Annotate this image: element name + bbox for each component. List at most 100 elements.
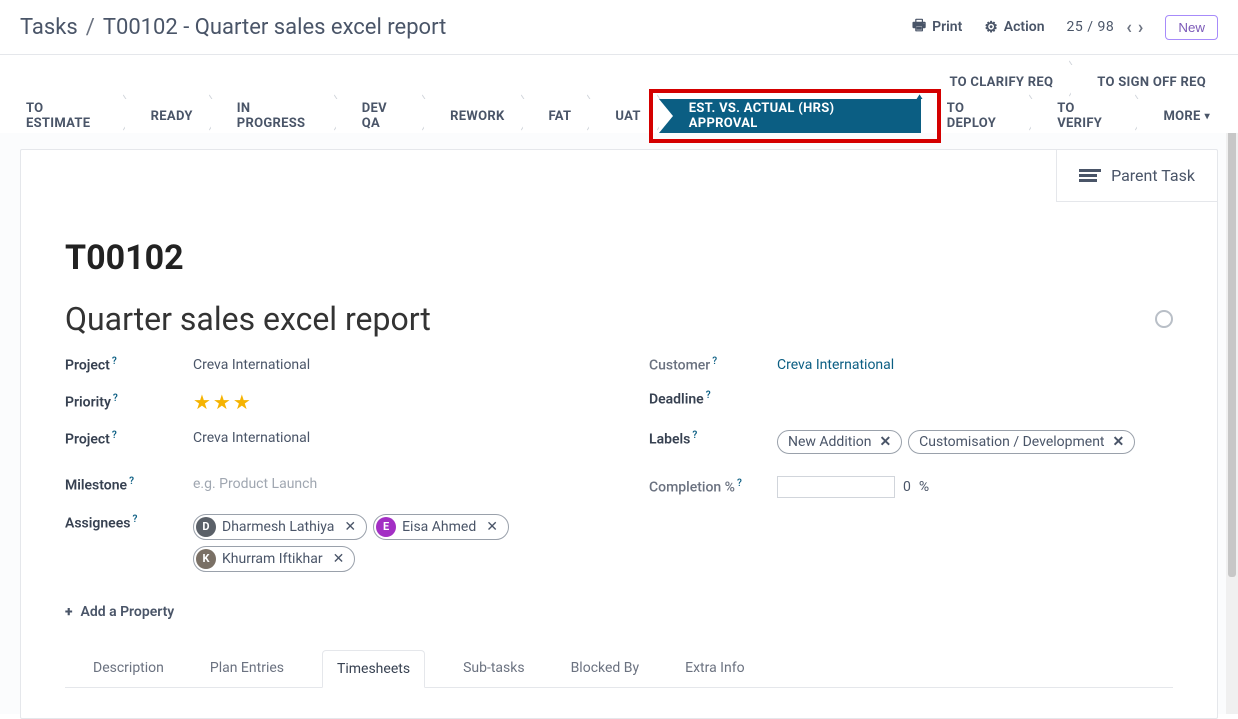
- assignee-chip[interactable]: DDharmesh Lathiya✕: [193, 514, 367, 540]
- parent-task-button[interactable]: Parent Task: [1056, 150, 1217, 202]
- assignee-name: Khurram Iftikhar: [222, 551, 323, 567]
- label-deadline: Deadline?: [649, 390, 769, 408]
- breadcrumb: Tasks / T00102 - Quarter sales excel rep…: [20, 15, 446, 40]
- field-deadline: Deadline?: [649, 390, 1173, 408]
- print-label: Print: [932, 19, 962, 35]
- task-title-row: Quarter sales excel report: [65, 300, 1173, 338]
- label-tag-text: Customisation / Development: [919, 434, 1104, 450]
- value-project-2[interactable]: Creva International: [193, 430, 589, 446]
- page-body: Parent Task T00102 Quarter sales excel r…: [0, 133, 1238, 714]
- stage-to-clarify-req[interactable]: TO CLARIFY REQ: [923, 65, 1071, 99]
- label-completion: Completion %?: [649, 478, 769, 496]
- gear-icon: [984, 18, 997, 36]
- avatar: E: [376, 517, 396, 537]
- remove-icon[interactable]: ✕: [879, 434, 891, 450]
- chevron-down-icon: ▾: [1205, 111, 1210, 122]
- value-labels[interactable]: New Addition✕Customisation / Development…: [777, 430, 1173, 460]
- stage-ready[interactable]: READY: [125, 99, 211, 133]
- stage-to-sign-off-req[interactable]: TO SIGN OFF REQ: [1071, 65, 1224, 99]
- stage-to-estimate[interactable]: TO ESTIMATE: [0, 99, 125, 133]
- help-icon[interactable]: ?: [692, 430, 697, 441]
- form-grid: Project? Creva International Customer? C…: [65, 356, 1173, 578]
- tab-description[interactable]: Description: [85, 650, 172, 687]
- assignee-name: Dharmesh Lathiya: [222, 519, 334, 535]
- field-assignees: Assignees? DDharmesh Lathiya✕EEisa Ahmed…: [65, 514, 589, 578]
- remove-icon[interactable]: ✕: [344, 519, 356, 535]
- label-tag[interactable]: New Addition✕: [777, 430, 902, 454]
- value-completion: 0 %: [777, 476, 1173, 498]
- vertical-scrollbar[interactable]: [1226, 55, 1238, 714]
- tab-plan-entries[interactable]: Plan Entries: [202, 650, 292, 687]
- field-customer: Customer? Creva International: [649, 356, 1173, 374]
- completion-value: 0: [903, 479, 911, 495]
- label-customer: Customer?: [649, 356, 769, 374]
- field-priority: Priority? ★★★: [65, 390, 589, 414]
- pager-prev-icon[interactable]: ‹: [1126, 17, 1132, 38]
- completion-input[interactable]: [777, 476, 895, 498]
- label-milestone: Milestone?: [65, 476, 185, 494]
- label-priority: Priority?: [65, 393, 185, 411]
- task-title[interactable]: Quarter sales excel report: [65, 300, 431, 338]
- field-project: Project? Creva International: [65, 356, 589, 374]
- assignee-chip[interactable]: K Khurram Iftikhar ✕: [193, 546, 355, 572]
- pager: 25 / 98 ‹ ›: [1067, 17, 1144, 38]
- label-project-2: Project?: [65, 430, 185, 448]
- value-customer[interactable]: Creva International: [777, 357, 1173, 373]
- help-icon[interactable]: ?: [132, 514, 137, 525]
- avatar: K: [196, 549, 216, 569]
- tab-sub-tasks[interactable]: Sub-tasks: [455, 650, 533, 687]
- help-icon[interactable]: ?: [129, 476, 134, 487]
- pager-total: 98: [1098, 19, 1115, 35]
- remove-icon[interactable]: ✕: [333, 551, 345, 567]
- action-button[interactable]: Action: [984, 18, 1044, 36]
- help-icon[interactable]: ?: [706, 390, 711, 401]
- top-actions: Print Action 25 / 98 ‹ › New: [912, 15, 1218, 40]
- value-project[interactable]: Creva International: [193, 357, 589, 373]
- field-project-2: Project? Creva International: [65, 430, 589, 448]
- stage-dev-qa[interactable]: DEV QA: [336, 99, 424, 133]
- tab-blocked-by[interactable]: Blocked By: [563, 650, 648, 687]
- breadcrumb-root[interactable]: Tasks: [20, 15, 78, 40]
- assignee-chip[interactable]: EEisa Ahmed✕: [373, 514, 509, 540]
- value-priority-stars[interactable]: ★★★: [193, 390, 589, 414]
- tab-extra-info[interactable]: Extra Info: [677, 650, 752, 687]
- remove-icon[interactable]: ✕: [486, 519, 498, 535]
- value-assignees[interactable]: DDharmesh Lathiya✕EEisa Ahmed✕KKhurram I…: [193, 514, 589, 578]
- label-project: Project?: [65, 356, 185, 374]
- scrollbar-thumb[interactable]: [1228, 57, 1236, 577]
- card-inner: T00102 Quarter sales excel report Projec…: [21, 150, 1217, 718]
- status-bar: TO CLARIFY REQTO SIGN OFF REQ TO ESTIMAT…: [0, 55, 1238, 133]
- field-completion: Completion %? 0 %: [649, 476, 1173, 498]
- help-icon[interactable]: ?: [112, 356, 117, 367]
- new-button[interactable]: New: [1165, 15, 1218, 40]
- field-milestone: Milestone? e.g. Product Launch: [65, 476, 589, 494]
- stage-rework[interactable]: REWORK: [424, 99, 522, 133]
- breadcrumb-separator: /: [86, 15, 95, 40]
- kanban-state-indicator[interactable]: [1155, 310, 1173, 328]
- field-labels: Labels? New Addition✕Customisation / Dev…: [649, 430, 1173, 460]
- stage-to-verify[interactable]: TO VERIFY: [1031, 99, 1137, 133]
- top-bar: Tasks / T00102 - Quarter sales excel rep…: [0, 0, 1238, 55]
- help-icon[interactable]: ?: [712, 356, 717, 367]
- parent-task-icon: [1079, 169, 1101, 182]
- label-tag[interactable]: Customisation / Development ✕: [908, 430, 1135, 454]
- remove-icon[interactable]: ✕: [1113, 434, 1125, 450]
- stage-fat[interactable]: FAT: [523, 99, 590, 133]
- help-icon[interactable]: ?: [737, 478, 742, 489]
- task-id: T00102: [65, 238, 1173, 278]
- stage-more[interactable]: MORE▾: [1137, 99, 1224, 133]
- stage-to-deploy[interactable]: TO DEPLOY: [921, 99, 1031, 133]
- breadcrumb-current: T00102 - Quarter sales excel report: [103, 15, 446, 40]
- print-button[interactable]: Print: [912, 15, 962, 40]
- label-assignees: Assignees?: [65, 514, 185, 532]
- tab-timesheets[interactable]: Timesheets: [322, 650, 425, 688]
- pager-next-icon[interactable]: ›: [1138, 17, 1143, 38]
- value-milestone[interactable]: e.g. Product Launch: [193, 476, 589, 492]
- parent-task-label: Parent Task: [1111, 166, 1195, 185]
- help-icon[interactable]: ?: [112, 430, 117, 441]
- add-property-button[interactable]: + Add a Property: [65, 604, 174, 620]
- stage-est-vs-actual-hrs-approval[interactable]: EST. VS. ACTUAL (HRS) APPROVAL: [659, 99, 921, 133]
- stage-in-progress[interactable]: IN PROGRESS: [211, 99, 336, 133]
- help-icon[interactable]: ?: [113, 393, 118, 404]
- stage-uat[interactable]: UAT: [589, 99, 658, 133]
